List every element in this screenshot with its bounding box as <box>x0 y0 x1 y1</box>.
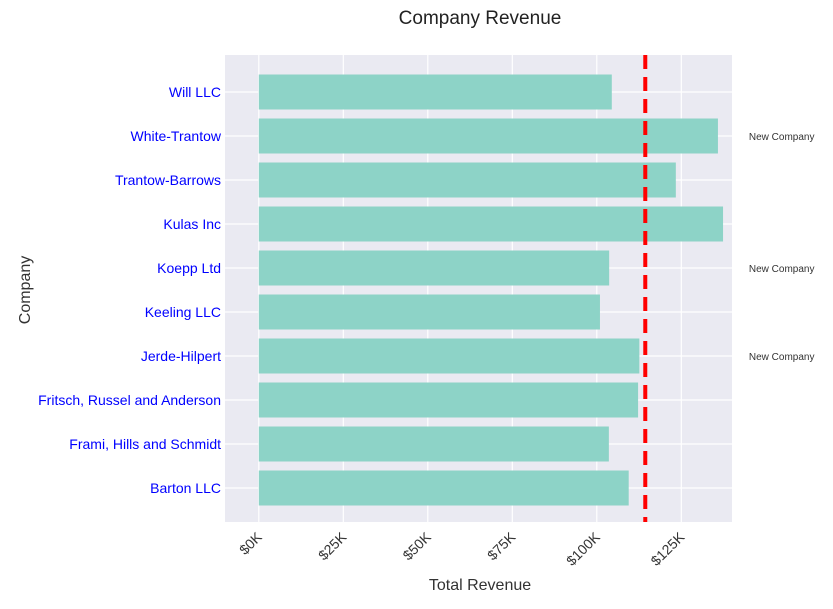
bar <box>258 118 718 154</box>
x-tick-label: $125K <box>647 528 687 568</box>
bar <box>258 206 724 242</box>
y-tick-label: Trantow-Barrows <box>115 172 221 188</box>
bar <box>258 294 600 330</box>
bar <box>258 250 610 286</box>
y-tick-label: Jerde-Hilpert <box>141 348 221 364</box>
annotation: New Company <box>749 132 815 143</box>
x-tick-label: $100K <box>563 528 603 568</box>
y-tick-label: Fritsch, Russel and Anderson <box>38 392 221 408</box>
y-tick-label: Will LLC <box>169 84 221 100</box>
x-tick-label: $75K <box>484 528 519 563</box>
chart-title: Company Revenue <box>399 8 562 29</box>
y-tick-label: White-Trantow <box>130 128 221 144</box>
y-tick-label: Frami, Hills and Schmidt <box>69 436 221 452</box>
y-tick-label: Koepp Ltd <box>157 260 221 276</box>
annotation: New Company <box>749 352 815 363</box>
x-axis-label: Total Revenue <box>429 577 531 594</box>
y-tick-label: Barton LLC <box>150 480 221 496</box>
bar <box>258 338 640 374</box>
bar <box>258 74 612 110</box>
bar <box>258 426 609 462</box>
x-tick-label: $25K <box>315 528 350 563</box>
y-tick-label: Keeling LLC <box>145 304 221 320</box>
bar <box>258 382 639 418</box>
bar <box>258 470 629 506</box>
annotation: New Company <box>749 264 815 275</box>
y-tick-label: Kulas Inc <box>163 216 221 232</box>
x-tick-label: $50K <box>399 528 434 563</box>
x-tick-label: $0K <box>236 528 265 557</box>
bar <box>258 162 676 198</box>
y-axis-label: Company <box>17 256 34 324</box>
